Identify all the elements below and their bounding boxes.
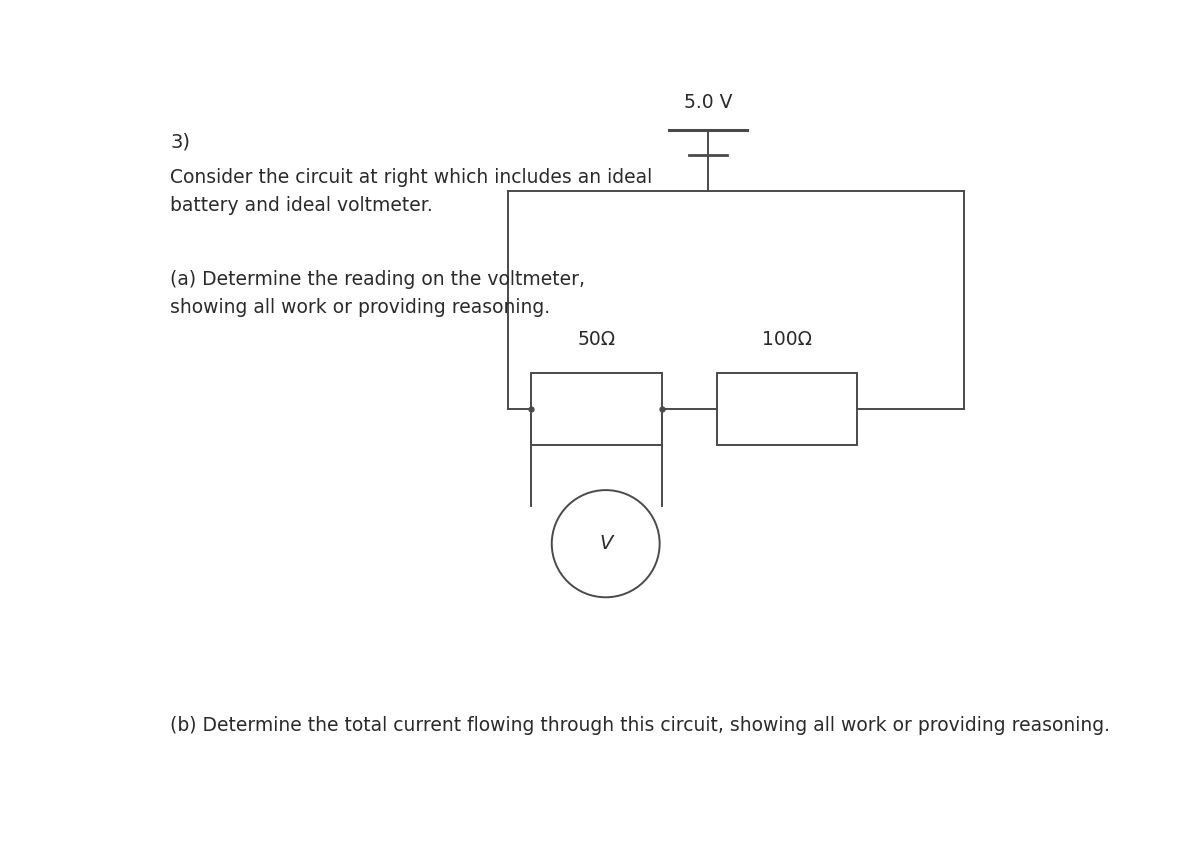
Text: 5.0 V: 5.0 V (684, 93, 732, 112)
Text: (b) Determine the total current flowing through this circuit, showing all work o: (b) Determine the total current flowing … (170, 716, 1110, 734)
Text: 3): 3) (170, 133, 191, 151)
Bar (718, 373, 857, 445)
Text: (a) Determine the reading on the voltmeter,
showing all work or providing reason: (a) Determine the reading on the voltmet… (170, 270, 586, 317)
Bar (532, 373, 661, 445)
Text: Consider the circuit at right which includes an ideal
battery and ideal voltmete: Consider the circuit at right which incl… (170, 168, 653, 215)
Text: V: V (599, 534, 612, 553)
Text: 100Ω: 100Ω (762, 331, 812, 350)
Text: 50Ω: 50Ω (577, 331, 616, 350)
